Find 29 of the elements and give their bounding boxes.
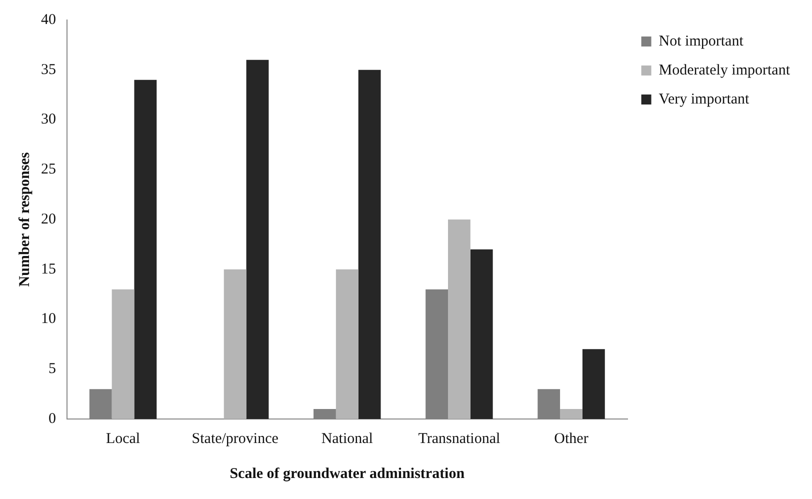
x-tick-label: Other xyxy=(554,430,588,447)
x-tick-label: National xyxy=(321,430,373,447)
bar xyxy=(336,269,358,419)
bar xyxy=(560,409,582,419)
legend-label: Very important xyxy=(658,91,750,108)
y-tick-label: 20 xyxy=(41,211,56,228)
bar xyxy=(582,349,605,419)
bar xyxy=(358,70,381,419)
y-tick-label: 15 xyxy=(41,261,56,278)
y-tick-label: 25 xyxy=(41,162,56,178)
bar xyxy=(246,60,269,419)
x-tick-label: Local xyxy=(106,430,140,447)
bar xyxy=(470,249,493,419)
y-tick-label: 30 xyxy=(41,112,56,128)
x-axis-title: Scale of groundwater administration xyxy=(230,466,466,482)
y-tick-label: 5 xyxy=(48,361,56,378)
x-tick-label: Transnational xyxy=(418,430,500,447)
bar xyxy=(224,269,246,419)
bar xyxy=(112,289,134,419)
y-tick-label: 0 xyxy=(48,410,56,427)
legend-label: Moderately important xyxy=(658,62,791,78)
y-axis-title: Number of responses xyxy=(16,152,33,287)
y-tick-label: 40 xyxy=(41,12,56,28)
x-tick-label: State/province xyxy=(192,430,279,447)
legend-label: Not important xyxy=(658,33,744,50)
y-tick-label: 35 xyxy=(41,62,56,78)
y-tick-label: 10 xyxy=(41,311,56,328)
bar xyxy=(134,80,157,419)
bar xyxy=(448,220,470,419)
